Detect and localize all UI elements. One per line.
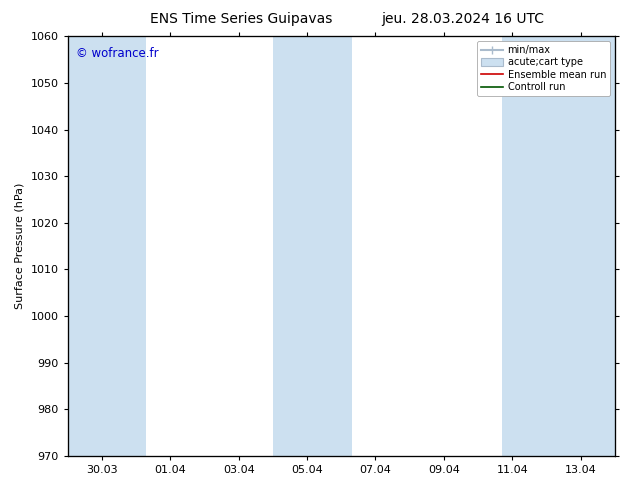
- Text: jeu. 28.03.2024 16 UTC: jeu. 28.03.2024 16 UTC: [381, 12, 545, 26]
- Text: © wofrance.fr: © wofrance.fr: [76, 47, 158, 60]
- Y-axis label: Surface Pressure (hPa): Surface Pressure (hPa): [15, 183, 25, 309]
- Bar: [273, 36, 351, 456]
- Bar: [502, 36, 615, 456]
- Text: ENS Time Series Guipavas: ENS Time Series Guipavas: [150, 12, 332, 26]
- Legend: min/max, acute;cart type, Ensemble mean run, Controll run: min/max, acute;cart type, Ensemble mean …: [477, 41, 610, 96]
- Bar: [68, 36, 146, 456]
